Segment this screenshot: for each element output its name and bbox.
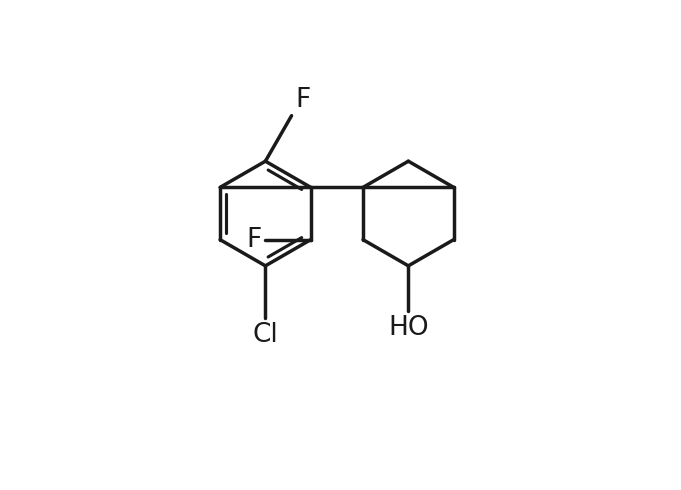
Text: Cl: Cl xyxy=(253,322,279,348)
Text: F: F xyxy=(296,87,311,113)
Text: F: F xyxy=(246,227,262,253)
Text: HO: HO xyxy=(388,315,428,341)
